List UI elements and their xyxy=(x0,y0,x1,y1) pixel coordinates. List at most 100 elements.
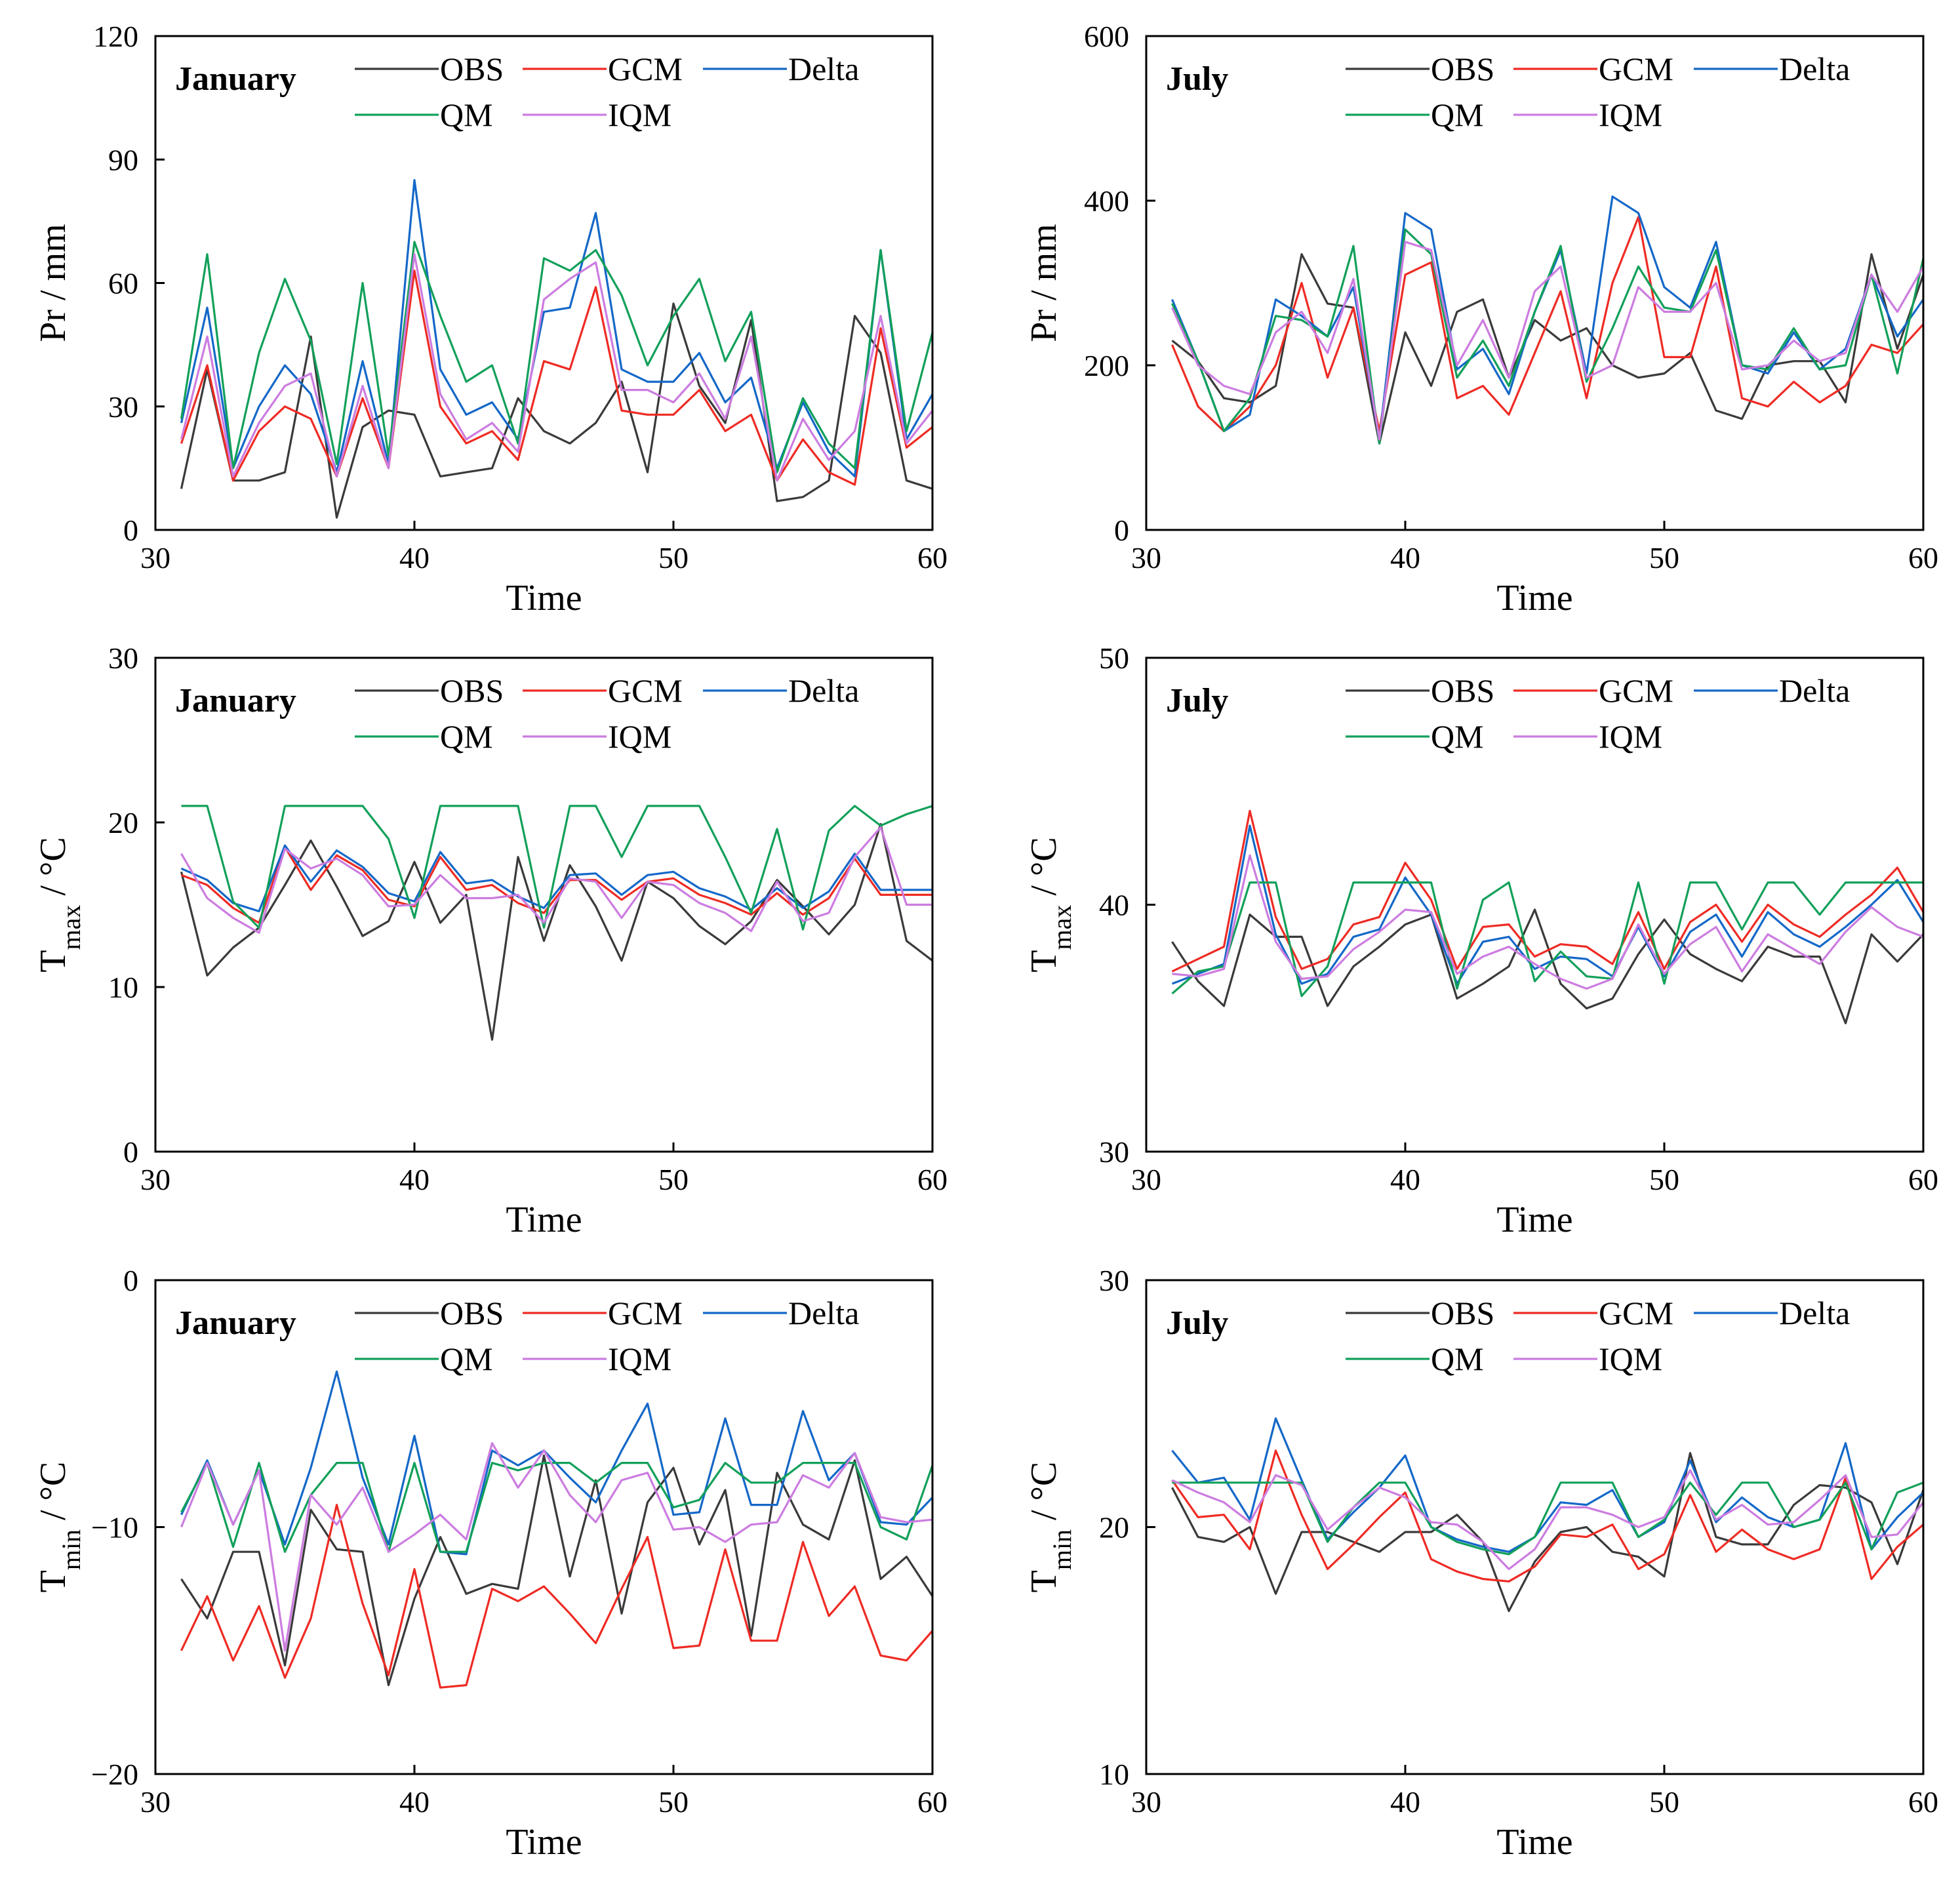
legend-label-qm: QM xyxy=(1431,718,1484,755)
y-axis-label-unit: / °C xyxy=(1024,837,1064,904)
y-axis-label-main: Pr / mm xyxy=(33,224,73,342)
series-line-obs xyxy=(180,1454,932,1687)
x-axis-label: Time xyxy=(1496,1200,1572,1240)
legend-label-qm: QM xyxy=(1431,96,1484,133)
legend-label-obs: OBS xyxy=(1431,50,1494,87)
legend-label-obs: OBS xyxy=(440,672,504,709)
legend-label-qm: QM xyxy=(440,718,493,755)
plot-frame xyxy=(154,656,934,1153)
series-group xyxy=(1171,195,1923,445)
y-tick-label: 20 xyxy=(108,806,138,839)
y-tick-label: 20 xyxy=(1099,1511,1129,1544)
x-axis-label: Time xyxy=(506,578,582,618)
series-line-iqm xyxy=(180,253,932,482)
plot-frame xyxy=(1145,1279,1925,1775)
x-tick-label: 60 xyxy=(1908,541,1938,575)
x-axis-label: Time xyxy=(506,1200,582,1240)
y-tick-label: 600 xyxy=(1084,20,1129,53)
legend-label-gcm: GCM xyxy=(1599,1295,1673,1331)
y-tick-label: 400 xyxy=(1084,184,1129,218)
legend-label-qm: QM xyxy=(1431,1341,1484,1377)
x-tick-label: 40 xyxy=(399,1163,430,1196)
series-line-delta xyxy=(180,1370,932,1556)
legend-label-gcm: GCM xyxy=(608,1295,683,1331)
legend-label-gcm: GCM xyxy=(608,50,683,87)
legend-label-delta: Delta xyxy=(1779,672,1850,709)
legend-label-qm: QM xyxy=(440,1341,493,1377)
x-tick-label: 30 xyxy=(1131,541,1161,575)
y-axis-label-subscript: max xyxy=(1047,905,1077,950)
y-axis-label-main: T xyxy=(1024,1570,1064,1592)
y-axis-label-main: T xyxy=(33,950,73,972)
series-line-obs xyxy=(1171,253,1923,445)
legend-label-gcm: GCM xyxy=(1599,50,1673,87)
y-tick-label: 30 xyxy=(108,641,138,675)
legend-label-obs: OBS xyxy=(440,50,504,87)
series-line-iqm xyxy=(180,826,932,934)
x-tick-label: 30 xyxy=(1131,1785,1161,1819)
x-tick-label: 30 xyxy=(140,541,170,575)
y-axis-label-subscript: min xyxy=(56,1529,86,1570)
x-tick-label: 50 xyxy=(658,1785,689,1819)
y-tick-label: 0 xyxy=(123,1135,138,1169)
y-tick-label: 40 xyxy=(1099,889,1129,922)
series-line-obs xyxy=(1171,908,1923,1024)
x-tick-label: 50 xyxy=(658,1163,689,1196)
legend-label-obs: OBS xyxy=(1431,1295,1494,1331)
series-line-gcm xyxy=(1171,1449,1923,1583)
series-group xyxy=(180,179,932,519)
x-tick-label: 30 xyxy=(140,1163,170,1196)
series-line-gcm xyxy=(1171,809,1923,973)
legend-label-iqm: IQM xyxy=(608,1341,671,1377)
x-tick-label: 40 xyxy=(1390,541,1420,575)
y-tick-label: 10 xyxy=(108,971,138,1004)
y-axis-label-unit: / °C xyxy=(33,1462,73,1529)
legend-label-delta: Delta xyxy=(788,1295,859,1331)
series-group xyxy=(180,805,932,1041)
y-axis-label-main: T xyxy=(33,1570,73,1592)
x-tick-label: 60 xyxy=(1908,1163,1938,1196)
y-axis-label: Pr / mm xyxy=(33,224,73,342)
legend-label-gcm: GCM xyxy=(608,672,683,709)
y-axis-label-subscript: min xyxy=(1047,1529,1077,1570)
series-group xyxy=(1171,1417,1923,1613)
series-line-delta xyxy=(180,844,932,913)
y-tick-label: 0 xyxy=(123,1264,138,1297)
y-axis-label-unit: / °C xyxy=(33,837,73,904)
y-axis-label: Tmax / °C xyxy=(33,837,86,972)
y-tick-label: 0 xyxy=(1114,514,1129,547)
month-label: July xyxy=(1166,682,1228,719)
series-line-gcm xyxy=(1171,216,1923,433)
y-tick-label: 50 xyxy=(1099,641,1129,675)
chart-panel-5: 30 40 50 60 −20 −10 0 Time Tmin / °C January OBS GC… xyxy=(33,1264,948,1863)
legend-label-gcm: GCM xyxy=(1599,672,1673,709)
series-group xyxy=(1171,809,1923,1024)
x-tick-label: 30 xyxy=(1131,1163,1161,1196)
series-line-obs xyxy=(180,302,932,519)
series-line-obs xyxy=(1171,1452,1923,1613)
y-tick-label: 10 xyxy=(1099,1758,1129,1791)
x-tick-label: 40 xyxy=(399,541,430,575)
x-tick-label: 40 xyxy=(1390,1785,1420,1819)
legend-label-iqm: IQM xyxy=(608,96,671,133)
x-tick-label: 50 xyxy=(1649,541,1679,575)
month-label: January xyxy=(175,682,296,719)
y-axis-label: Tmin / °C xyxy=(33,1462,86,1593)
plot-frame xyxy=(1145,656,1925,1153)
series-line-iqm xyxy=(1171,1469,1923,1571)
series-line-qm xyxy=(180,241,932,474)
month-label: July xyxy=(1166,60,1228,98)
series-line-iqm xyxy=(1172,854,1923,990)
y-tick-label: 30 xyxy=(1099,1264,1129,1297)
series-line-delta xyxy=(1171,1417,1923,1553)
legend-label-delta: Delta xyxy=(788,672,859,709)
chart-panel-3: 30 40 50 60 0 10 20 30 Time Tmax / °C January OBS GC… xyxy=(33,641,948,1240)
x-tick-label: 60 xyxy=(917,1785,948,1819)
plot-frame xyxy=(154,1279,934,1775)
y-tick-label: −20 xyxy=(91,1758,138,1791)
y-tick-label: −10 xyxy=(91,1511,138,1544)
series-line-gcm xyxy=(180,270,932,486)
